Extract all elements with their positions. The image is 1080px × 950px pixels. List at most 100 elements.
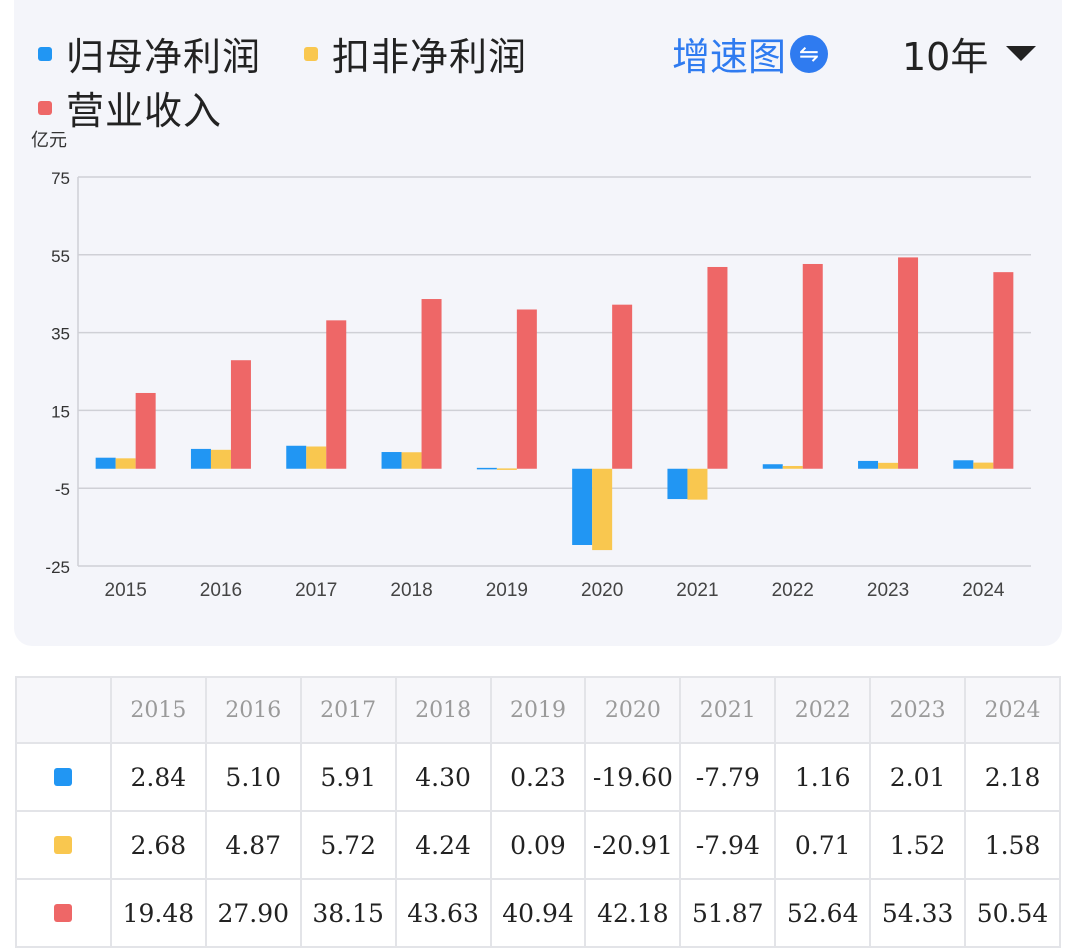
bar[interactable] [707, 266, 728, 469]
table-corner [15, 676, 112, 744]
table-cell: 4.24 [394, 810, 492, 880]
table-year-header: 2016 [204, 676, 302, 744]
bar[interactable] [516, 309, 537, 469]
x-tick-label: 2023 [867, 580, 909, 601]
bar[interactable] [993, 272, 1014, 469]
bar[interactable] [230, 360, 251, 469]
data-table: 2015 2016 2017 2018 2019 2020 2021 2022 … [15, 676, 1061, 948]
bar[interactable] [802, 263, 823, 469]
bar[interactable] [782, 465, 803, 469]
table-year-header: 2015 [109, 676, 207, 744]
row-legend-cell [15, 878, 112, 948]
table-year-header: 2024 [964, 676, 1061, 744]
legend-label: 营业收入 [66, 89, 223, 133]
table-row: 2.84 5.10 5.91 4.30 0.23 -19.60 -7.79 1.… [15, 742, 1061, 812]
table-cell: 38.15 [299, 878, 397, 948]
x-tick-label: 2016 [200, 580, 242, 601]
bar[interactable] [496, 468, 517, 470]
y-tick-label: 35 [51, 325, 70, 344]
bar-chart: 亿元 75 55 35 15 -5 -25 2015 2016 2017 2018 2019 202… [31, 130, 1031, 601]
table-row: 2.68 4.87 5.72 4.24 0.09 -20.91 -7.94 0.… [15, 810, 1061, 880]
bar[interactable] [878, 462, 899, 469]
bar[interactable] [898, 257, 919, 469]
y-tick-label: 55 [51, 247, 70, 266]
bar[interactable] [135, 392, 156, 469]
legend-item-parent-net-profit[interactable]: 归母净利润 [38, 26, 261, 81]
bar[interactable] [190, 448, 211, 469]
unit-label: 亿元 [31, 130, 67, 150]
table-cell: 0.23 [489, 742, 587, 812]
table-cell: 1.16 [774, 742, 872, 812]
bar[interactable] [286, 445, 307, 469]
legend-item-revenue[interactable]: 营业收入 [38, 80, 222, 135]
table-year-header: 2020 [584, 676, 682, 744]
table-year-header: 2021 [679, 676, 777, 744]
bar[interactable] [210, 449, 231, 469]
x-tick-label: 2019 [486, 580, 528, 601]
bar[interactable] [115, 458, 136, 469]
table-year-header: 2023 [869, 676, 967, 744]
table-year-header: 2017 [299, 676, 397, 744]
table-cell: 2.68 [109, 810, 207, 880]
row-legend-cell [15, 742, 112, 812]
legend-label: 扣非净利润 [332, 35, 528, 79]
y-tick-label: -5 [55, 480, 70, 499]
table-cell: -19.60 [584, 742, 682, 812]
y-tick-label: 15 [51, 402, 70, 421]
chart-card [14, 0, 1062, 646]
bar[interactable] [476, 467, 497, 470]
bar[interactable] [667, 468, 688, 500]
bar[interactable] [687, 468, 708, 500]
y-tick-label: -25 [45, 558, 70, 577]
table-cell: -7.94 [679, 810, 777, 880]
table-cell: 0.71 [774, 810, 872, 880]
bar[interactable] [95, 457, 116, 469]
bar[interactable] [612, 304, 633, 469]
bar[interactable] [572, 468, 593, 545]
table-cell: -20.91 [584, 810, 682, 880]
x-tick-label: 2020 [581, 580, 623, 601]
bar[interactable] [973, 462, 994, 469]
table-header-row: 2015 2016 2017 2018 2019 2020 2021 2022 … [15, 676, 1061, 744]
table-cell: 0.09 [489, 810, 587, 880]
growth-toggle-label: 增速图 [672, 35, 787, 79]
bar[interactable] [326, 320, 347, 469]
y-tick-label: 75 [51, 169, 70, 188]
table-cell: 5.10 [204, 742, 302, 812]
table-cell: 50.54 [964, 878, 1061, 948]
legend-label: 归母净利润 [66, 35, 262, 79]
bar[interactable] [762, 464, 783, 469]
bar[interactable] [421, 299, 442, 469]
bar[interactable] [858, 460, 879, 469]
table-cell: 5.72 [299, 810, 397, 880]
table-cell: 2.18 [964, 742, 1061, 812]
legend-swatch-blue [38, 46, 52, 61]
x-tick-label: 2024 [962, 580, 1005, 601]
table-cell: -7.79 [679, 742, 777, 812]
bar[interactable] [953, 460, 974, 469]
table-cell: 51.87 [679, 878, 777, 948]
period-label: 10年 [902, 35, 989, 79]
x-tick-label: 2015 [105, 580, 147, 601]
bar[interactable] [306, 446, 327, 469]
table-row: 19.48 27.90 38.15 43.63 40.94 42.18 51.8… [15, 878, 1061, 948]
table-cell: 4.30 [394, 742, 492, 812]
period-select[interactable]: 10年 [902, 26, 1037, 81]
row-legend-cell [15, 810, 112, 880]
x-tick-label: 2022 [772, 580, 814, 601]
table-cell: 40.94 [489, 878, 587, 948]
x-tick-label: 2017 [295, 580, 337, 601]
bar[interactable] [401, 452, 422, 469]
table-cell: 2.84 [109, 742, 207, 812]
x-tick-label: 2018 [390, 580, 432, 601]
legend-swatch-yellow [304, 46, 318, 61]
growth-chart-toggle[interactable]: 增速图 ⇋ [672, 26, 829, 81]
legend-swatch-red [38, 100, 52, 115]
legend-item-deducted-net-profit[interactable]: 扣非净利润 [304, 26, 527, 81]
table-cell: 19.48 [109, 878, 207, 948]
x-tick-label: 2021 [676, 580, 718, 601]
swap-icon: ⇋ [790, 34, 829, 73]
bar[interactable] [592, 468, 613, 551]
table-year-header: 2018 [394, 676, 492, 744]
bar[interactable] [381, 452, 402, 469]
